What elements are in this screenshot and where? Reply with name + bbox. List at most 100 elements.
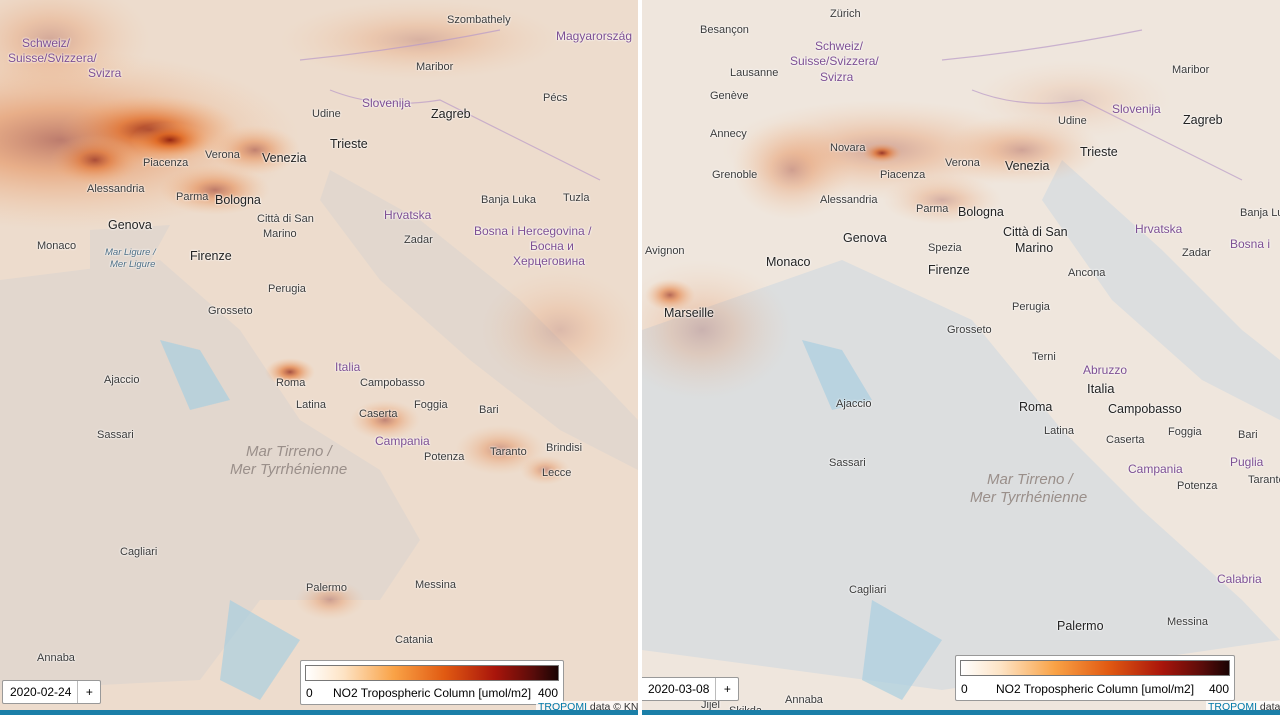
date-control: 2020-03-08 + — [642, 677, 740, 701]
zoom-button[interactable]: + — [77, 681, 100, 703]
place-label: Maribor — [416, 61, 454, 73]
place-label: Udine — [1058, 115, 1087, 127]
place-label: Trieste — [1080, 145, 1118, 159]
place-label: Lecce — [542, 467, 572, 479]
no2-haze — [160, 165, 270, 215]
place-label: Marino — [1015, 241, 1054, 255]
place-label: Alessandria — [820, 194, 878, 206]
place-label: Genova — [843, 231, 887, 245]
place-label: Svizra — [820, 70, 854, 84]
no2-haze — [295, 580, 365, 620]
sea — [320, 170, 638, 470]
map-panel[interactable]: Besançon Zürich Schweiz/Suisse/Svizzera/Sv… — [642, 0, 1280, 715]
no2-haze — [210, 125, 300, 175]
place-label: Piacenza — [880, 169, 926, 181]
place-label: Palermo — [306, 582, 347, 594]
no2-haze — [50, 135, 140, 185]
place-label: Abruzzo — [1083, 363, 1128, 377]
place-label: Potenza — [424, 451, 465, 463]
no2-haze — [862, 143, 902, 163]
place-label: Messina — [415, 579, 456, 591]
place-label: Mer Tyrrhénienne — [230, 461, 348, 478]
place-label: Puglia — [1230, 455, 1264, 469]
place-label: Perugia — [1012, 301, 1050, 313]
bottom-strip — [642, 710, 1280, 715]
place-label: Firenze — [190, 249, 232, 263]
place-label: Cagliari — [120, 546, 158, 558]
place-label: Bari — [1238, 429, 1258, 441]
place-label: Zagreb — [431, 107, 471, 121]
place-label: Campania — [375, 434, 430, 448]
place-label: Zadar — [1182, 247, 1211, 259]
place-label: Campobasso — [1108, 402, 1182, 416]
sea-patch — [160, 340, 300, 700]
place-label: Monaco — [37, 240, 77, 252]
no2-haze — [480, 270, 638, 390]
place-label: Bosna i Hercegovina / — [474, 224, 592, 238]
map-panel[interactable]: Szombathely Schweiz/Suisse/Svizzera/Svizr… — [0, 0, 638, 715]
place-label: Parma — [176, 191, 209, 203]
place-label: Magyarország — [556, 29, 633, 43]
place-label: Annaba — [785, 694, 823, 706]
place-label: Italia — [335, 360, 361, 374]
place-label: Suisse/Svizzera/ — [790, 54, 879, 68]
place-label: Novara — [830, 142, 866, 154]
map-layer — [642, 0, 1280, 715]
place-label: Potenza — [1177, 480, 1218, 492]
place-label: Parma — [916, 203, 949, 215]
place-label: Campania — [1128, 462, 1183, 476]
place-label: Latina — [1044, 425, 1074, 437]
place-label: Besançon — [700, 24, 749, 36]
date: 2020-03-08 — [648, 682, 710, 696]
border — [299, 29, 601, 181]
place-label: Annecy — [710, 128, 747, 140]
place-label: Calabria — [1217, 572, 1262, 586]
place-label: Ajaccio — [104, 374, 140, 386]
date: 2020-02-24 — [10, 685, 72, 699]
place-label: Taranto — [1248, 474, 1280, 486]
legend-label: NO2 Tropospheric Column [umol/m2] — [995, 682, 1195, 696]
legend-min: 0 — [961, 682, 968, 696]
place-label: Grenoble — [712, 169, 758, 181]
no2-haze — [732, 120, 852, 220]
place-label: Zadar — [404, 234, 433, 246]
place-label: Latina — [296, 399, 326, 411]
legend-min: 0 — [306, 686, 313, 700]
no2-haze — [455, 425, 545, 475]
place-label: Suisse/Svizzera/ — [8, 51, 97, 65]
place-label: Brindisi — [546, 442, 583, 454]
place-label: Piacenza — [143, 157, 189, 169]
sea — [90, 225, 170, 290]
place-label: Foggia — [1168, 426, 1202, 438]
place-label: Roma — [276, 377, 306, 389]
place-label: Ancona — [1068, 267, 1106, 279]
place-label: Messina — [1167, 616, 1208, 628]
place-label: Catania — [395, 634, 433, 646]
bottom-strip — [0, 710, 638, 715]
date-control: 2020-02-24 + — [2, 680, 102, 704]
place-label: Roma — [1019, 400, 1053, 414]
place-label: Campobasso — [360, 377, 425, 389]
place-label: Città di San — [1003, 225, 1068, 239]
place-label: Svizra — [88, 66, 122, 80]
no2-haze — [882, 175, 1002, 225]
place-label: Firenze — [928, 263, 970, 277]
legend-label: NO2 Tropospheric Column [umol/m2] — [332, 686, 532, 700]
map-layer — [0, 0, 638, 715]
place-label: Ajaccio — [836, 398, 872, 410]
place-label: Udine — [312, 108, 341, 120]
no2-haze — [0, 0, 150, 100]
place-label: Schweiz/ — [815, 39, 864, 53]
color-legend: 0 NO2 Tropospheric Column [umol/m2] 400 — [955, 655, 1235, 701]
sea — [1042, 160, 1280, 420]
sea-patch — [802, 340, 942, 700]
zoom-button[interactable]: + — [715, 678, 738, 700]
no2-haze — [642, 260, 792, 400]
place-label: Bosna i — [1230, 237, 1271, 251]
place-label: Caserta — [1106, 434, 1145, 446]
place-label: Marino — [263, 228, 297, 240]
no2-haze — [972, 60, 1172, 140]
place-label: Monaco — [766, 255, 811, 269]
place-label: Hrvatska — [384, 208, 432, 222]
